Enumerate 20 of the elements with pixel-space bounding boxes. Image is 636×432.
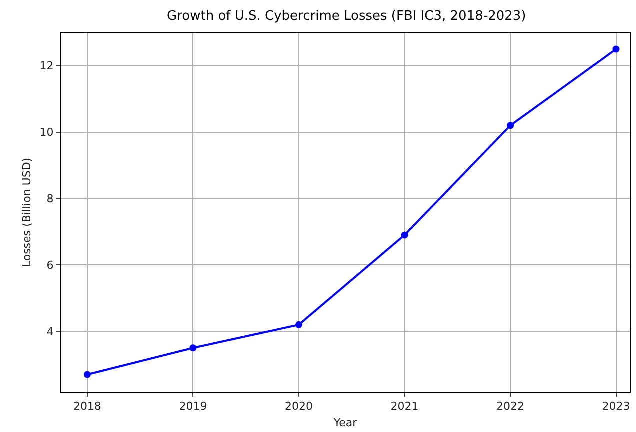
x-tick-label: 2018 — [73, 400, 102, 414]
point — [506, 122, 514, 130]
y-tick-label: 10 — [40, 126, 54, 140]
y-tick-label: 4 — [46, 325, 54, 338]
point — [190, 344, 197, 352]
x-tick-label: 2023 — [602, 400, 630, 414]
chart-title: Growth of U.S. Cybercrime Losses (FBI IC3, 2018-2023) — [167, 8, 526, 24]
x-axis-title: Year — [332, 416, 358, 430]
y-tick-label: 8 — [46, 192, 54, 206]
point — [401, 232, 408, 239]
point — [295, 321, 302, 328]
y-axis-title: Losses (Billion USD) — [20, 158, 34, 268]
y-tick-label: 6 — [46, 258, 54, 272]
x-tick-label: 2020 — [284, 400, 313, 414]
y-tick-label: 12 — [40, 60, 54, 73]
x-tick-label: 2019 — [179, 400, 208, 414]
point — [84, 371, 91, 378]
x-tick-label: 2022 — [496, 400, 524, 414]
point — [612, 46, 620, 53]
x-tick-label: 2021 — [390, 400, 419, 414]
